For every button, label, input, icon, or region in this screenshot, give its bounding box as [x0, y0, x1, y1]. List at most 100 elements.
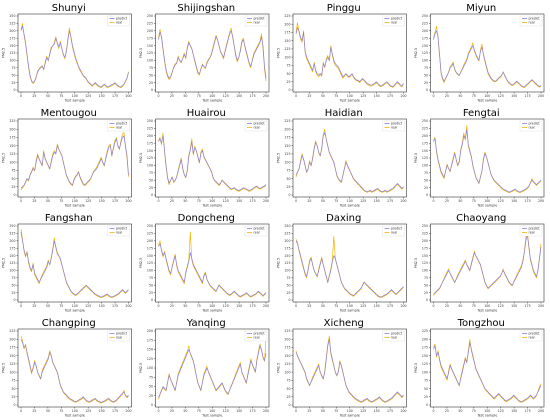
y-tick-label: 150 — [9, 354, 15, 358]
x-tick-label: 125 — [498, 304, 504, 308]
x-tick-label: 200 — [400, 199, 406, 203]
x-tick-label: 200 — [125, 304, 131, 308]
x-tick-label: 200 — [538, 94, 544, 98]
y-tick-label: 75 — [424, 66, 428, 70]
y-tick-label: 125 — [422, 51, 428, 55]
subplot-fengtai: Fengtai 0 25 50 75 100 125 150 175 200 225 250 0 25 50… — [414, 108, 545, 208]
y-tick-label: 200 — [9, 29, 15, 33]
x-tick-label: 175 — [250, 304, 256, 308]
series-line-predict — [433, 129, 542, 193]
y-tick-label: 225 — [284, 119, 290, 123]
y-tick-label: 100 — [147, 164, 153, 168]
y-tick-label: 125 — [147, 51, 153, 55]
y-tick-label: 25 — [11, 81, 15, 85]
x-tick-label: 150 — [374, 409, 380, 413]
legend-label: predict — [391, 332, 403, 336]
y-tick-label: 200 — [422, 134, 428, 138]
y-tick-label: 100 — [147, 59, 153, 63]
plot-frame — [430, 223, 545, 303]
x-tick-label: 50 — [183, 409, 187, 413]
x-tick-label: 50 — [46, 409, 50, 413]
y-tick-label: 150 — [284, 39, 290, 43]
y-tick-label: 100 — [422, 370, 428, 374]
y-axis-label: PM2.5 — [2, 363, 6, 373]
y-tick-label: 150 — [9, 44, 15, 48]
y-tick-label: 225 — [147, 232, 153, 236]
x-tick-label: 75 — [59, 409, 63, 413]
y-tick-label: 25 — [424, 395, 428, 399]
x-tick-label: 0 — [432, 304, 434, 308]
series-line-predict — [295, 338, 404, 403]
y-tick-label: 100 — [147, 366, 153, 370]
x-axis-label: Test sample — [201, 204, 222, 208]
legend-box — [382, 225, 405, 237]
x-tick-label: 200 — [400, 94, 406, 98]
y-tick-label: 150 — [422, 149, 428, 153]
x-tick-label: 0 — [432, 409, 434, 413]
subplot-huairou: Huairou 0 25 50 75 100 125 150 175 200 225 250 0 25 50… — [139, 108, 270, 208]
legend-box — [107, 330, 130, 342]
y-tick-label: 175 — [9, 36, 15, 40]
x-tick-label: 100 — [484, 94, 490, 98]
x-tick-label: 50 — [46, 199, 50, 203]
legend-label: real — [116, 21, 122, 25]
y-tick-label: 50 — [149, 178, 153, 182]
x-axis-label: Test sample — [476, 99, 497, 103]
subplot-miyun: Miyun 0 25 50 75 100 125 150 175 200 225 250 0 25 50 75… — [414, 3, 545, 103]
subplot-haidian: Haidian 0 25 50 75 100 125 150 175 200 225 0 25 50 75 1… — [277, 108, 407, 208]
y-tick-label: 250 — [147, 14, 153, 18]
y-tick-label: 100 — [147, 269, 153, 273]
y-tick-label: 100 — [284, 269, 290, 273]
subplot-chaoyang: Chaoyang 0 25 50 75 100 125 150 175 200 225 250 0 25 5… — [414, 213, 545, 313]
x-tick-label: 75 — [334, 199, 338, 203]
y-axis-label: PM2.5 — [139, 363, 143, 373]
y-tick-label: 100 — [422, 59, 428, 63]
x-tick-label: 25 — [307, 199, 311, 203]
y-tick-label: 200 — [147, 134, 153, 138]
y-tick-label: 150 — [147, 149, 153, 153]
plot-frame — [292, 118, 407, 198]
legend-label: real — [254, 231, 260, 235]
y-tick-label: 75 — [11, 169, 15, 173]
subplot-title: Shijingshan — [177, 3, 235, 14]
y-tick-label: 125 — [9, 261, 15, 265]
y-tick-label: 225 — [9, 22, 15, 26]
y-tick-label: 75 — [424, 276, 428, 280]
y-tick-label: 100 — [9, 269, 15, 273]
x-axis-label: Test sample — [339, 309, 360, 313]
x-axis-label: Test sample — [201, 99, 222, 103]
series-line-real — [295, 335, 404, 403]
x-tick-label: 75 — [197, 199, 201, 203]
y-tick-label: 100 — [9, 370, 15, 374]
x-tick-label: 25 — [170, 409, 174, 413]
subplot-changping: Changping 0 25 50 75 100 125 150 175 200 225 0 25 50 7… — [2, 318, 132, 418]
x-tick-label: 75 — [197, 409, 201, 413]
y-tick-label: 0 — [288, 193, 290, 197]
series-line-predict — [158, 30, 267, 79]
y-axis-label: PM2.5 — [139, 153, 143, 163]
x-tick-label: 25 — [445, 94, 449, 98]
x-tick-label: 175 — [250, 409, 256, 413]
y-tick-label: 0 — [151, 88, 153, 92]
y-tick-label: 75 — [286, 169, 290, 173]
legend-label: real — [529, 231, 535, 235]
x-tick-label: 175 — [525, 199, 531, 203]
y-tick-label: 100 — [422, 164, 428, 168]
legend-box — [519, 15, 543, 27]
y-tick-label: 0 — [13, 403, 15, 407]
x-tick-label: 25 — [32, 409, 36, 413]
x-tick-label: 0 — [157, 304, 159, 308]
subplot-title: Tongzhou — [457, 318, 505, 329]
y-tick-label: 225 — [422, 329, 428, 333]
series-line-predict — [295, 27, 404, 88]
y-tick-label: 200 — [9, 239, 15, 243]
x-tick-label: 125 — [360, 409, 366, 413]
x-tick-label: 100 — [347, 94, 353, 98]
y-tick-label: 0 — [13, 88, 15, 92]
x-tick-label: 50 — [458, 409, 462, 413]
x-tick-label: 50 — [321, 304, 325, 308]
y-tick-label: 100 — [284, 370, 290, 374]
y-axis-label: PM2.5 — [277, 258, 281, 268]
x-tick-label: 0 — [432, 199, 434, 203]
